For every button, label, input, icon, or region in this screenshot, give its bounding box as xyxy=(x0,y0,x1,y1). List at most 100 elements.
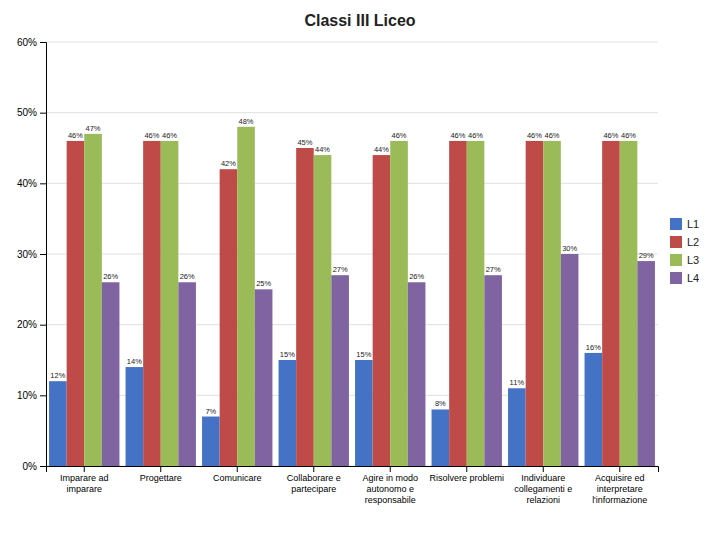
y-tick-label: 40% xyxy=(17,178,37,189)
legend-label: L4 xyxy=(687,272,699,284)
x-tick-label: Progettare xyxy=(140,473,182,483)
y-tick: 10% xyxy=(17,390,46,401)
bar xyxy=(296,148,314,466)
x-tick: Agire in modoautonomo eresponsabile xyxy=(362,466,418,505)
x-tick-label-line: responsabile xyxy=(365,495,416,505)
data-label: 45% xyxy=(297,138,312,147)
bar xyxy=(543,141,561,466)
data-label: 8% xyxy=(435,399,446,408)
bar xyxy=(220,169,238,466)
x-tick-label-line: Acquisire ed xyxy=(595,473,645,483)
bar xyxy=(449,141,467,466)
bar xyxy=(561,254,579,466)
x-tick: Imparare adimparare xyxy=(60,466,109,494)
y-tick-label: 10% xyxy=(17,390,37,401)
data-label: 30% xyxy=(562,244,577,253)
x-axis: Imparare adimparare Progettare Comunicare C… xyxy=(47,466,659,505)
x-tick-label: Imparare adimparare xyxy=(60,473,109,494)
legend-swatch xyxy=(670,218,682,230)
data-label: 25% xyxy=(256,279,271,288)
data-label: 46% xyxy=(392,131,407,140)
data-label: 42% xyxy=(221,159,236,168)
bar xyxy=(585,353,603,466)
data-label: 14% xyxy=(127,357,142,366)
legend-item: L2 xyxy=(670,236,699,248)
bar xyxy=(373,155,391,466)
x-tick-mark xyxy=(619,466,620,472)
legend-label: L3 xyxy=(687,254,699,266)
data-label: 29% xyxy=(639,251,654,260)
y-tick-mark xyxy=(40,254,46,255)
bar xyxy=(237,127,255,466)
data-label: 26% xyxy=(180,272,195,281)
data-label: 48% xyxy=(239,117,254,126)
bar xyxy=(602,141,620,466)
y-tick-mark xyxy=(40,42,46,43)
data-label: 46% xyxy=(621,131,636,140)
x-tick: Collaborare epartecipare xyxy=(287,466,341,494)
data-label: 27% xyxy=(333,265,348,274)
y-tick-label: 50% xyxy=(17,107,37,118)
x-axis-line xyxy=(47,467,659,473)
data-label: 27% xyxy=(486,265,501,274)
data-label: 44% xyxy=(315,145,330,154)
y-tick-mark xyxy=(40,466,46,467)
bars xyxy=(49,127,655,466)
x-tick-mark xyxy=(466,466,467,472)
legend-swatch xyxy=(670,254,682,266)
x-tick: Comunicare xyxy=(213,466,262,483)
y-axis-line xyxy=(40,43,47,467)
x-tick-label-line: Risolvere problemi xyxy=(429,473,504,483)
bar xyxy=(331,275,349,466)
data-label: 47% xyxy=(86,124,101,133)
legend-swatch xyxy=(670,236,682,248)
x-tick-label: Agire in modoautonomo eresponsabile xyxy=(362,473,418,505)
x-tick-mark xyxy=(84,466,85,472)
bar xyxy=(161,141,179,466)
bar xyxy=(637,261,655,466)
y-tick-mark xyxy=(40,183,46,184)
data-label: 12% xyxy=(50,371,65,380)
x-tick-mark xyxy=(160,466,161,472)
data-label: 11% xyxy=(510,378,525,387)
data-label: 26% xyxy=(103,272,118,281)
plot: 12%14%7%15%15%8%11%16%46%46%42%45%44%46%… xyxy=(17,37,659,505)
bar xyxy=(126,367,144,466)
y-tick-mark xyxy=(40,395,46,396)
y-tick: 20% xyxy=(17,319,46,330)
bar xyxy=(178,282,196,466)
bar xyxy=(508,388,526,466)
bar xyxy=(202,417,220,466)
data-label: 15% xyxy=(356,350,371,359)
data-label: 16% xyxy=(586,343,601,352)
y-tick-mark xyxy=(40,113,46,114)
grid-line xyxy=(46,183,658,184)
x-tick-label-line: Progettare xyxy=(140,473,182,483)
bar xyxy=(102,282,120,466)
x-tick-label-line: autonomo e xyxy=(366,484,414,494)
legend: L1 L2 L3 L4 xyxy=(670,218,699,284)
bar xyxy=(355,360,373,466)
bar xyxy=(67,141,85,466)
data-label: 44% xyxy=(374,145,389,154)
x-tick-label-line: Imparare ad xyxy=(60,473,109,483)
x-tick: Individuarecollegamenti erelazioni xyxy=(514,466,572,505)
x-tick-mark xyxy=(313,466,314,472)
bar xyxy=(484,275,502,466)
data-label: 46% xyxy=(144,131,159,140)
x-tick: Risolvere problemi xyxy=(429,466,504,483)
data-label: 26% xyxy=(409,272,424,281)
x-tick-label: Collaborare epartecipare xyxy=(287,473,341,494)
x-tick-label-line: collegamenti e xyxy=(514,484,572,494)
x-tick-label-line: l'informazione xyxy=(592,495,647,505)
x-tick-label: Individuarecollegamenti erelazioni xyxy=(514,473,572,505)
data-label: 46% xyxy=(545,131,560,140)
grid xyxy=(46,42,658,466)
legend-label: L1 xyxy=(687,218,699,230)
x-tick-label: Comunicare xyxy=(213,473,262,483)
bar xyxy=(255,289,273,466)
data-label: 46% xyxy=(468,131,483,140)
bar xyxy=(467,141,485,466)
bar xyxy=(49,381,67,466)
y-tick-label: 20% xyxy=(17,319,37,330)
